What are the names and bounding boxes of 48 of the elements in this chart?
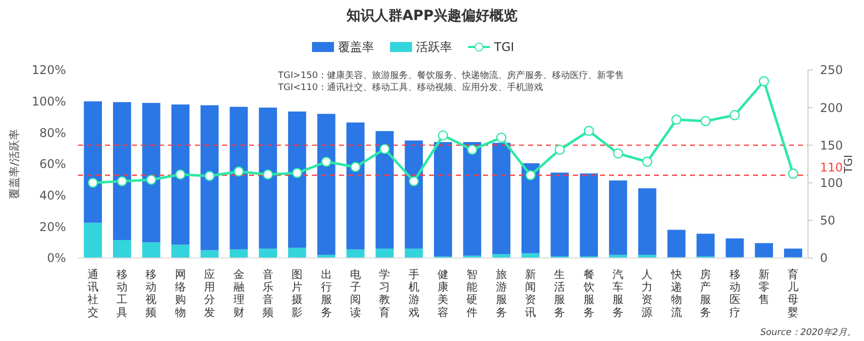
x-tick-label: 新零售 [758, 268, 770, 306]
y-tick-label: 0% [46, 251, 66, 266]
ref-line-label: 110 [820, 160, 843, 174]
x-tick-label: 餐饮服务 [582, 268, 594, 319]
x-tick-label: 出行服务 [320, 268, 332, 319]
x-tick-label: 移动医疗 [729, 268, 740, 319]
x-tick-label: 房产服务 [700, 268, 712, 319]
legend-label: TGI [493, 40, 514, 54]
y2-axis-title: TGI [842, 154, 855, 174]
x-tick-label: 新闻资讯 [525, 268, 536, 319]
x-tick-label: 健康美容 [438, 268, 448, 319]
x-tick-label: 手机游戏 [408, 268, 420, 319]
x-tick-label: 电子阅读 [350, 268, 361, 319]
annotation: TGI<110：通讯社交、移动工具、移动视频、应用分发、手机游戏 [277, 82, 543, 93]
y-axis-title: 覆盖率/活跃率 [8, 129, 21, 199]
y2-tick-label: 150 [820, 138, 843, 152]
x-tick-label: 通讯社交 [87, 268, 98, 319]
y-tick-label: 60% [39, 157, 66, 172]
x-tick-label: 移动工具 [116, 268, 128, 319]
x-tick-label: 汽车服务 [612, 268, 624, 319]
y2-tick-label: 250 [820, 63, 843, 78]
x-tick-label: 人力资源 [642, 268, 653, 319]
legend-label: 活跃率 [416, 40, 452, 54]
y-tick-label: 120% [32, 63, 66, 78]
x-tick-label: 图片摄影 [292, 268, 303, 319]
x-tick-label: 生活服务 [554, 268, 566, 319]
y2-tick-label: 200 [820, 100, 843, 115]
annotation: TGI>150：健康美容、旅游服务、餐饮服务、快递物流、房产服务、移动医疗、新零售 [277, 70, 624, 81]
y-tick-label: 40% [39, 188, 66, 203]
y-tick-label: 20% [39, 220, 66, 234]
x-tick-label: 金融理财 [233, 268, 244, 319]
legend-label: 覆盖率 [338, 40, 374, 54]
x-tick-label: 快递物流 [670, 268, 682, 319]
x-tick-label: 应用分发 [204, 268, 216, 319]
y2-tick-label: 100 [820, 176, 843, 190]
x-tick-label: 育儿母婴 [788, 268, 799, 319]
x-tick-label: 学习教育 [379, 268, 390, 319]
x-tick-label: 音乐音频 [262, 268, 274, 319]
y-tick-label: 80% [39, 126, 66, 140]
y2-tick-label: 0 [820, 251, 828, 266]
x-tick-label: 旅游服务 [496, 268, 507, 319]
x-tick-label: 网络购物 [174, 268, 186, 319]
source-note: Source：2020年2月。 [760, 327, 856, 338]
y2-tick-label: 50 [820, 214, 836, 228]
y-tick-label: 100% [32, 94, 66, 109]
x-tick-label: 智能硬件 [466, 268, 478, 319]
chart-title: 知识人群APP兴趣偏好概览 [345, 7, 518, 24]
x-tick-label: 移动视频 [146, 268, 157, 319]
